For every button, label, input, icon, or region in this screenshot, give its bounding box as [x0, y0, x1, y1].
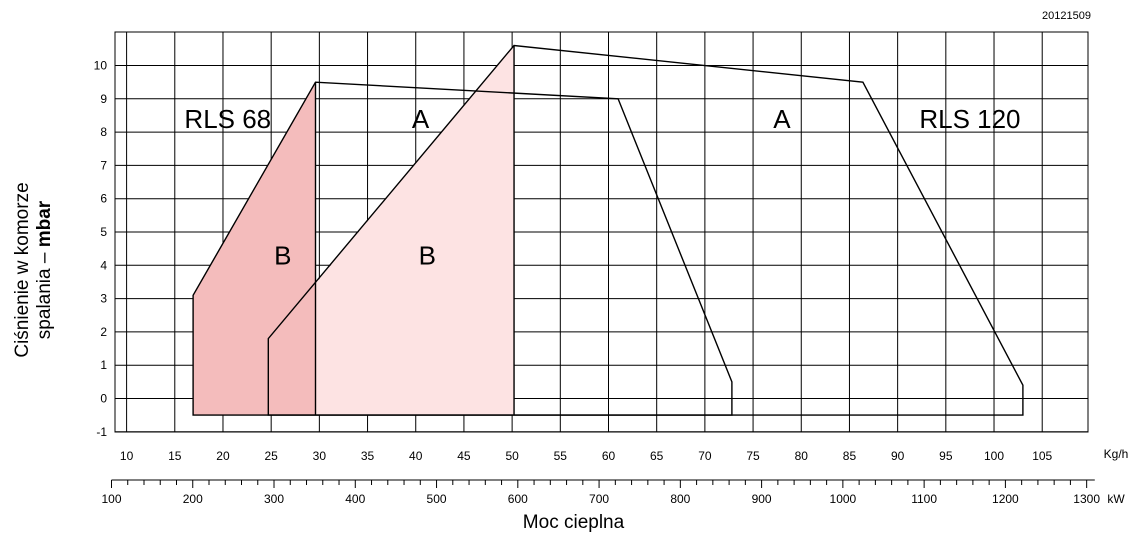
kw-tick-label: 800 [670, 492, 690, 506]
kw-tick-label: 900 [752, 492, 772, 506]
x-tick-label: 50 [505, 449, 519, 463]
kw-tick-label: 1100 [911, 492, 937, 506]
region-label: RLS 120 [919, 104, 1020, 134]
x-tick-label: 30 [313, 449, 327, 463]
kw-tick-label: 600 [508, 492, 528, 506]
x-tick-label: 75 [746, 449, 760, 463]
kw-tick-label: 200 [183, 492, 203, 506]
x-tick-label: 10 [120, 449, 134, 463]
x-tick-label: 95 [939, 449, 953, 463]
kw-tick-label: 700 [589, 492, 609, 506]
x-axis-title: Moc cieplna [523, 512, 624, 533]
x-tick-label: 60 [602, 449, 616, 463]
region-label: A [412, 104, 430, 134]
y-tick-label: -1 [96, 425, 107, 439]
kw-tick-label: 1000 [830, 492, 857, 506]
x-tick-label: 55 [554, 449, 568, 463]
y-tick-label: 1 [100, 358, 107, 372]
kw-tick-label: 300 [264, 492, 284, 506]
y-tick-label: 7 [100, 158, 107, 172]
y-tick-label: 4 [100, 258, 107, 272]
kw-tick-label: 1200 [992, 492, 1019, 506]
y-tick-label: 3 [100, 292, 107, 306]
kw-tick-label: 400 [345, 492, 365, 506]
y-tick-label: 10 [94, 59, 108, 73]
x-tick-label: 25 [264, 449, 278, 463]
x-tick-label: 65 [650, 449, 664, 463]
y-axis-title-line2: spalania – [34, 247, 55, 339]
x-tick-label: 85 [843, 449, 857, 463]
kw-unit-label: kW [1107, 492, 1125, 506]
x-tick-label: 35 [361, 449, 375, 463]
region-label: B [419, 240, 436, 270]
x-axis-title-wrap: Moc cieplna [0, 512, 1131, 534]
y-axis-unit: mbar [34, 201, 55, 247]
y-tick-label: 5 [100, 225, 107, 239]
region-label: B [274, 240, 291, 270]
region-label: RLS 68 [184, 104, 271, 134]
x-tick-label: 15 [168, 449, 182, 463]
x-tick-label: 45 [457, 449, 471, 463]
x-tick-label: 40 [409, 449, 423, 463]
x-tick-label: 80 [795, 449, 809, 463]
y-axis-title: Ciśnienie w komorze spalania – mbar [4, 120, 64, 420]
region-label: A [773, 104, 791, 134]
x-unit-label: Kg/h [1104, 447, 1129, 461]
y-tick-label: 9 [100, 92, 107, 106]
x-tick-label: 20 [216, 449, 230, 463]
y-axis-title-line1: Ciśnienie w komorze [12, 182, 34, 357]
y-tick-label: 8 [100, 125, 107, 139]
y-tick-label: 2 [100, 325, 107, 339]
shaded-region-2 [316, 46, 515, 416]
x-tick-label: 70 [698, 449, 712, 463]
y-tick-label: 6 [100, 192, 107, 206]
kw-tick-label: 1300 [1073, 492, 1100, 506]
kw-tick-label: 100 [101, 492, 121, 506]
shaded-regions [193, 46, 514, 416]
x-tick-label: 90 [891, 449, 905, 463]
x-tick-label: 105 [1032, 449, 1052, 463]
y-tick-label: 0 [100, 392, 107, 406]
x-tick-label: 100 [984, 449, 1004, 463]
kw-tick-label: 500 [427, 492, 447, 506]
